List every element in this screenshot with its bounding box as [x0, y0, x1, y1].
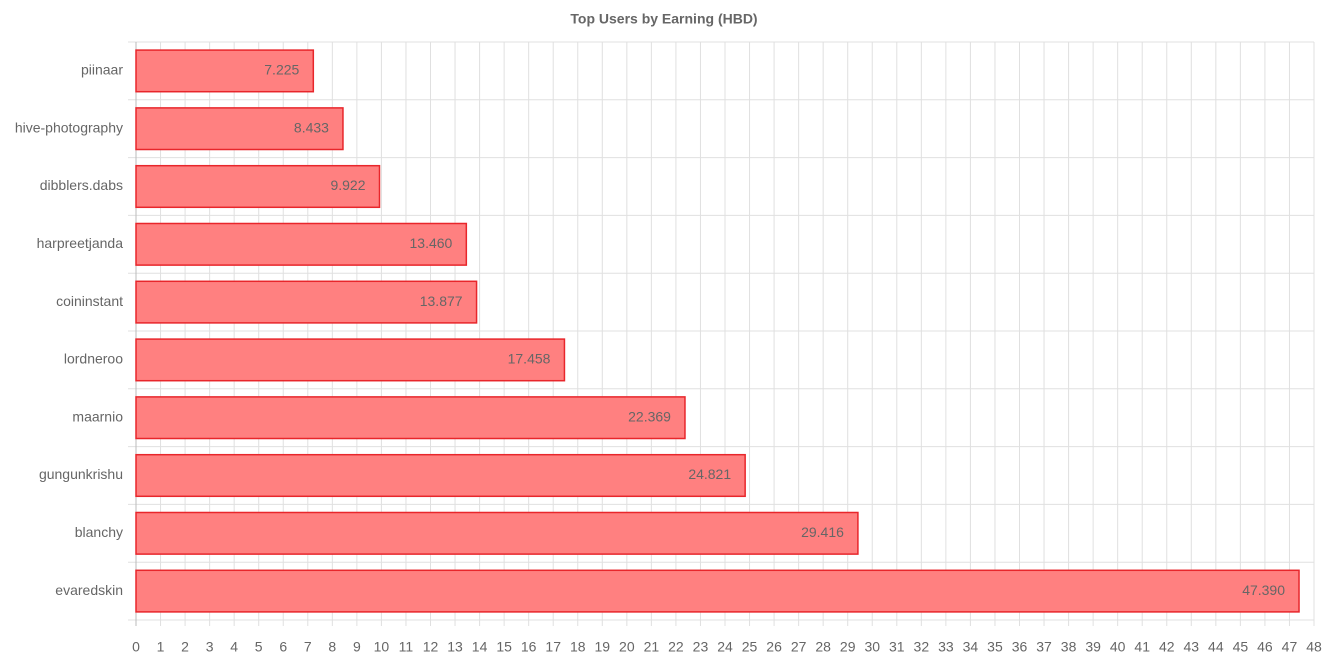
x-tick-label: 47 [1282, 639, 1298, 655]
value-label: 13.460 [410, 235, 453, 251]
x-tick-label: 42 [1159, 639, 1175, 655]
x-tick-label: 39 [1085, 639, 1101, 655]
value-label: 29.416 [801, 524, 844, 540]
bar [135, 280, 478, 324]
x-tick-label: 2 [181, 639, 189, 655]
x-tick-label: 7 [304, 639, 312, 655]
x-tick-label: 14 [472, 639, 488, 655]
x-tick-label: 40 [1110, 639, 1126, 655]
x-tick-label: 18 [570, 639, 586, 655]
x-tick-label: 9 [353, 639, 361, 655]
x-tick-label: 22 [668, 639, 684, 655]
x-tick-label: 17 [545, 639, 561, 655]
x-tick-label: 35 [987, 639, 1003, 655]
x-tick-label: 20 [619, 639, 635, 655]
x-tick-label: 41 [1134, 639, 1150, 655]
y-tick-label: dibblers.dabs [40, 177, 123, 193]
y-tick-label: coininstant [56, 293, 123, 309]
x-tick-label: 19 [595, 639, 611, 655]
value-label: 47.390 [1242, 582, 1285, 598]
y-tick-label: blanchy [75, 524, 123, 540]
x-tick-label: 37 [1036, 639, 1052, 655]
value-label: 7.225 [264, 62, 299, 78]
x-tick-label: 24 [717, 639, 733, 655]
x-tick-label: 31 [889, 639, 905, 655]
x-tick-label: 3 [206, 639, 214, 655]
x-tick-label: 27 [791, 639, 807, 655]
y-tick-label: piinaar [81, 62, 123, 78]
x-tick-label: 33 [938, 639, 954, 655]
x-tick-label: 34 [963, 639, 979, 655]
chart-title: Top Users by Earning (HBD) [570, 11, 757, 27]
y-tick-label: lordneroo [64, 351, 123, 367]
x-tick-label: 15 [496, 639, 512, 655]
x-tick-label: 25 [742, 639, 758, 655]
x-tick-label: 13 [447, 639, 463, 655]
x-tick-label: 10 [374, 639, 390, 655]
x-tick-label: 38 [1061, 639, 1077, 655]
x-tick-label: 6 [279, 639, 287, 655]
value-label: 8.433 [294, 119, 329, 135]
x-tick-label: 28 [815, 639, 831, 655]
x-tick-label: 12 [423, 639, 439, 655]
value-label: 13.877 [420, 293, 463, 309]
x-tick-label: 30 [864, 639, 880, 655]
x-tick-label: 44 [1208, 639, 1224, 655]
y-tick-label: hive-photography [15, 119, 123, 135]
x-tick-label: 5 [255, 639, 263, 655]
value-label: 24.821 [688, 466, 731, 482]
x-tick-label: 23 [693, 639, 709, 655]
x-tick-label: 11 [399, 639, 414, 655]
bar [135, 338, 566, 382]
bar [135, 49, 315, 93]
x-tick-label: 46 [1257, 639, 1273, 655]
x-tick-label: 4 [230, 639, 238, 655]
bar [135, 107, 344, 151]
x-tick-label: 32 [914, 639, 930, 655]
bar [135, 511, 859, 555]
x-tick-label: 21 [644, 639, 660, 655]
x-tick-label: 26 [766, 639, 782, 655]
x-tick-label: 0 [132, 639, 140, 655]
x-tick-label: 45 [1233, 639, 1249, 655]
bar [135, 164, 381, 209]
x-tick-label: 48 [1306, 639, 1322, 655]
value-label: 17.458 [508, 351, 551, 367]
y-tick-label: maarnio [72, 408, 123, 424]
y-tick-label: gungunkrishu [39, 466, 123, 482]
x-tick-label: 16 [521, 639, 537, 655]
value-label: 22.369 [628, 408, 671, 424]
value-label: 9.922 [330, 177, 365, 193]
bar [135, 569, 1300, 613]
bar [135, 453, 746, 498]
y-tick-label: evaredskin [55, 582, 123, 598]
y-tick-label: harpreetjanda [37, 235, 124, 251]
x-tick-label: 8 [328, 639, 336, 655]
bar [135, 396, 686, 440]
x-tick-label: 36 [1012, 639, 1028, 655]
x-tick-label: 43 [1184, 639, 1200, 655]
x-tick-label: 29 [840, 639, 856, 655]
x-tick-label: 1 [157, 639, 165, 655]
bar [135, 222, 468, 266]
